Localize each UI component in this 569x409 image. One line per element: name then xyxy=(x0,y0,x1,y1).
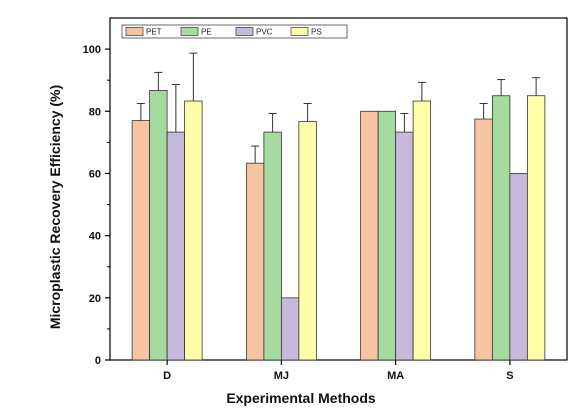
bar-pe-ma xyxy=(377,110,397,361)
bar-pvc-ma xyxy=(395,131,414,361)
x-tick-label: MJ xyxy=(274,370,289,382)
bar-pvc-s xyxy=(509,173,528,361)
x-tick-label: D xyxy=(163,370,171,382)
legend-label-pe: PE xyxy=(201,28,212,37)
legend-label-ps: PS xyxy=(311,28,322,37)
y-tick-label: 0 xyxy=(95,355,101,367)
bar-ps-d xyxy=(184,100,203,361)
y-tick-label: 80 xyxy=(89,106,101,118)
y-tick-label: 100 xyxy=(83,44,101,56)
bar-pet-ma xyxy=(360,110,379,361)
plot-frame xyxy=(109,17,568,361)
bar-pvc-mj xyxy=(280,297,300,361)
bar-pe-d xyxy=(149,90,168,361)
legend: PET PE PVC PS xyxy=(121,24,348,39)
y-tick-label: 60 xyxy=(89,168,101,180)
bar-pet-mj xyxy=(245,162,265,361)
bar-pe-mj xyxy=(263,131,282,361)
bar-pe-s xyxy=(491,95,511,361)
x-tick-label: MA xyxy=(387,370,404,382)
bar-pvc-d xyxy=(166,131,186,361)
plot-area: 0 20 40 60 80 100 D MJ MA S xyxy=(83,17,568,382)
y-tick-label: 40 xyxy=(89,231,101,243)
legend-swatch-pe xyxy=(180,27,199,36)
legend-label-pvc: PVC xyxy=(256,28,273,37)
bar-pet-s xyxy=(474,118,493,361)
bar-pet-d xyxy=(131,120,151,361)
y-tick-label: 20 xyxy=(89,293,101,305)
y-axis-title: Microplastic Recovery Efficiency (%) xyxy=(47,85,63,329)
bar-ps-s xyxy=(526,95,546,361)
legend-swatch-pet xyxy=(125,27,144,36)
bar-ps-ma xyxy=(412,100,432,361)
legend-swatch-pvc xyxy=(235,27,254,36)
x-axis-title: Experimental Methods xyxy=(226,390,376,406)
x-tick-label: S xyxy=(506,370,513,382)
legend-swatch-ps xyxy=(290,27,309,36)
legend-label-pet: PET xyxy=(146,28,162,37)
bar-ps-mj xyxy=(298,121,317,361)
